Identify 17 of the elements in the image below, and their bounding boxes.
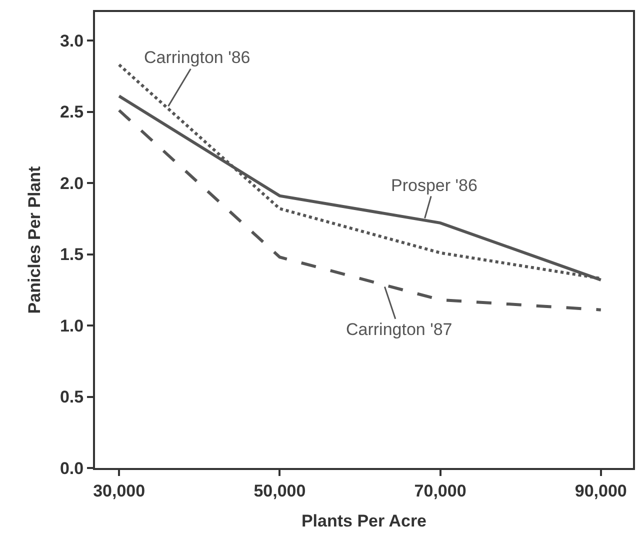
y-tick-label: 0.0 <box>60 458 84 478</box>
line-series <box>118 108 602 312</box>
y-tick-label: 1.0 <box>60 316 84 336</box>
y-tick-label: 2.0 <box>60 174 84 193</box>
y-tick-label: 2.5 <box>60 102 84 122</box>
y-tick-label: 1.5 <box>60 245 84 264</box>
series-label: Carrington '86 <box>144 48 250 67</box>
series-label: Prosper '86 <box>391 176 478 195</box>
y-axis-title: Panicles Per Plant <box>25 166 44 314</box>
x-tick-label: 50,000 <box>254 481 306 500</box>
legend-label: Carrington '87 <box>346 320 452 339</box>
x-axis-title: Plants Per Acre <box>301 511 427 530</box>
y-tick-label: 3.0 <box>60 31 84 50</box>
x-tick-label: 30,000 <box>93 481 146 500</box>
y-tick-label: 0.5 <box>60 388 84 407</box>
x-tick-label: 90,000 <box>574 481 627 500</box>
x-tick-label: 70,000 <box>414 481 466 500</box>
